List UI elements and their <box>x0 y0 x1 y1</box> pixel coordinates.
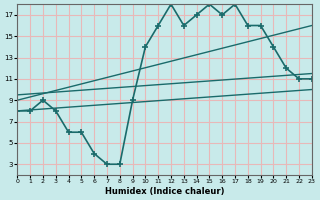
X-axis label: Humidex (Indice chaleur): Humidex (Indice chaleur) <box>105 187 224 196</box>
